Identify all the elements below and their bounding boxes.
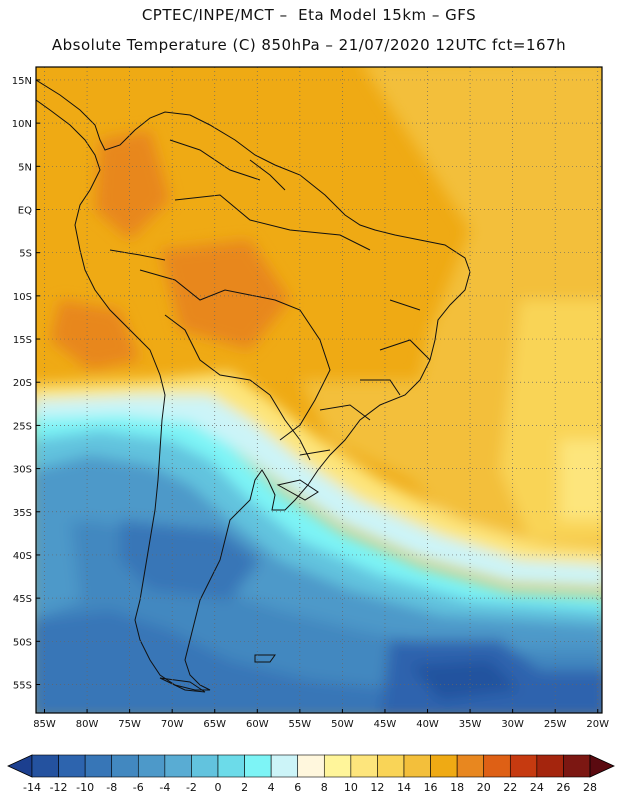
colorbar-swatch (191, 754, 219, 778)
longitude-label: 30W (501, 719, 524, 730)
latitude-label: 10N (12, 119, 32, 130)
colorbar-label: -8 (106, 781, 117, 794)
colorbar: -14 -12 -10 -8 -6 -4 -2 0 2 4 6 8 10 12 14 16 18 20 22 24 26… (7, 754, 615, 794)
colorbar-swatch (244, 754, 272, 778)
colorbar-swatch (323, 754, 352, 778)
colorbar-swatch (456, 754, 485, 778)
colorbar-label: 6 (294, 781, 301, 794)
colorbar-swatch (483, 754, 511, 778)
colorbar-arrow-low (7, 754, 33, 778)
colorbar-label: 16 (424, 781, 438, 794)
latitude-label: 35S (13, 508, 32, 519)
colorbar-swatch (84, 754, 113, 778)
longitude-label: 55W (289, 719, 312, 730)
colorbar-label: 4 (268, 781, 275, 794)
latitude-label: 20S (13, 378, 32, 389)
longitude-label: 50W (331, 719, 354, 730)
colorbar-swatch (430, 754, 458, 778)
colorbar-label: 14 (397, 781, 411, 794)
longitude-label: 25W (544, 719, 567, 730)
colorbar-swatch (217, 754, 245, 778)
colorbar-label: -10 (76, 781, 94, 794)
colorbar-label: -12 (50, 781, 68, 794)
longitude-label: 40W (416, 719, 439, 730)
latitude-label: 10S (13, 292, 32, 303)
longitude-label: 80W (76, 719, 99, 730)
colorbar-swatch (536, 754, 564, 778)
colorbar-label: -2 (186, 781, 197, 794)
colorbar-arrow-high (589, 754, 615, 778)
colorbar-label: 22 (503, 781, 517, 794)
longitude-labels: 85W 80W 75W 70W 65W 60W 55W 50W 45W 40W 35W 30W 25W 2… (33, 709, 609, 730)
colorbar-swatch (164, 754, 192, 778)
longitude-label: 45W (374, 719, 397, 730)
longitude-label: 75W (118, 719, 141, 730)
longitude-label: 60W (246, 719, 269, 730)
colorbar-label: 10 (344, 781, 358, 794)
colorbar-label: 28 (583, 781, 597, 794)
colorbar-label: 26 (556, 781, 570, 794)
colorbar-swatch (270, 754, 299, 778)
colorbar-label: 0 (215, 781, 222, 794)
colorbar-swatch (403, 754, 431, 778)
colorbar-swatch (350, 754, 378, 778)
latitude-label: 15S (13, 335, 32, 346)
chart-title-line-1: CPTEC/INPE/MCT – Eta Model 15km – GFS (141, 6, 477, 24)
colorbar-swatch (377, 754, 405, 778)
longitude-label: 65W (203, 719, 226, 730)
colorbar-label: 12 (370, 781, 384, 794)
colorbar-label: 8 (321, 781, 328, 794)
colorbar-label: -6 (133, 781, 144, 794)
latitude-label: 55S (13, 681, 32, 692)
latitude-label: EQ (18, 206, 32, 217)
colorbar-swatch (31, 754, 59, 778)
latitude-label: 5N (18, 162, 32, 173)
latitude-labels: 15N 10N 5N EQ 5S 10S 15S 20S 25S 30S 35S 40S 45S 50S 5… (12, 76, 40, 692)
longitude-label: 85W (33, 719, 56, 730)
colorbar-swatch (111, 754, 139, 778)
colorbar-label: 24 (530, 781, 544, 794)
longitude-label: 20W (586, 719, 609, 730)
latitude-label: 40S (13, 551, 32, 562)
colorbar-swatch (297, 754, 325, 778)
longitude-label: 70W (161, 719, 184, 730)
latitude-label: 15N (12, 76, 32, 87)
colorbar-swatch (58, 754, 86, 778)
chart-title-line-2: Absolute Temperature (C) 850hPa – 21/07/… (51, 36, 567, 54)
colorbar-swatch (509, 754, 538, 778)
map-frame (35, 66, 603, 714)
temperature-field (36, 67, 602, 713)
longitude-label: 35W (459, 719, 482, 730)
colorbar-label: 18 (450, 781, 464, 794)
colorbar-label: -14 (23, 781, 41, 794)
latitude-label: 30S (13, 465, 32, 476)
colorbar-swatch (137, 754, 166, 778)
latitude-label: 50S (13, 637, 32, 648)
latitude-label: 5S (19, 249, 32, 260)
colorbar-label: -4 (159, 781, 170, 794)
latitude-label: 25S (13, 421, 32, 432)
latitude-label: 45S (13, 594, 32, 605)
colorbar-label: 2 (241, 781, 248, 794)
colorbar-label: 20 (477, 781, 491, 794)
colorbar-swatch (563, 754, 591, 778)
